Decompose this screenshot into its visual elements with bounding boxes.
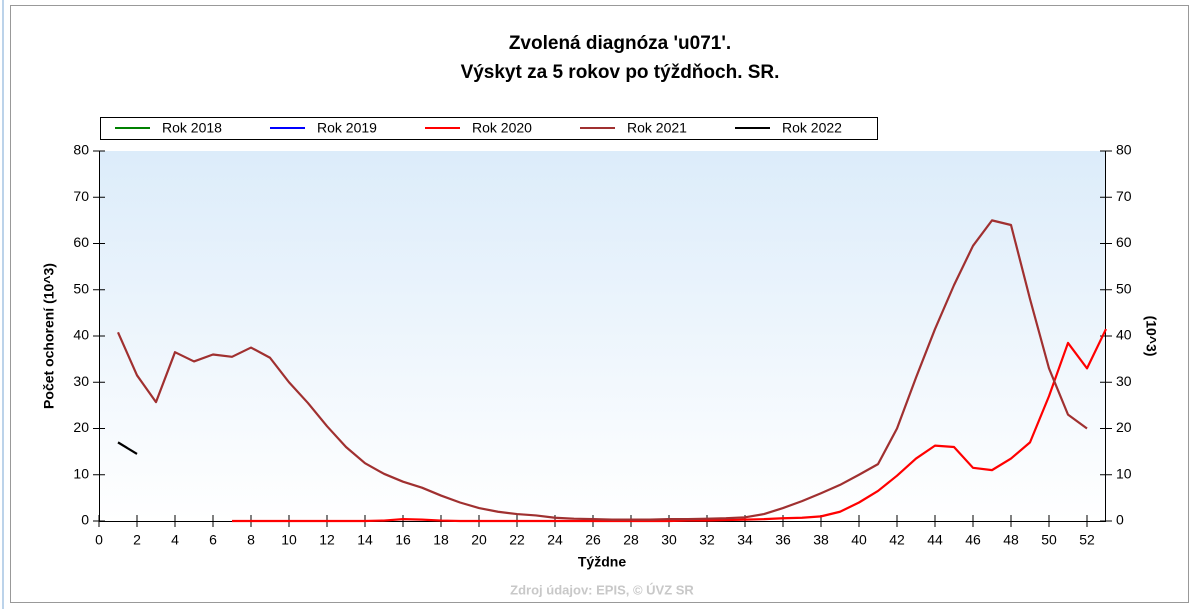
y-tick-label: 50	[73, 280, 89, 296]
x-tick-label: 6	[209, 532, 217, 548]
y-tick-label: 60	[73, 234, 89, 250]
legend-label: Rok 2019	[317, 120, 377, 136]
y2-tick-label: 0	[1116, 512, 1124, 528]
x-tick-label: 42	[889, 532, 905, 548]
x-tick-label: 34	[737, 532, 753, 548]
legend-box	[100, 117, 878, 140]
x-tick-label: 50	[1041, 532, 1057, 548]
y-tick-label: 10	[73, 465, 89, 481]
x-tick-label: 30	[661, 532, 677, 548]
x-tick-label: 0	[95, 532, 103, 548]
y2-tick-label: 80	[1116, 142, 1132, 158]
x-tick-label: 38	[813, 532, 829, 548]
x-tick-label: 26	[585, 532, 601, 548]
series-line	[117, 441, 138, 455]
y2-tick-label: 20	[1116, 419, 1132, 435]
source-note: Zdroj údajov: EPIS, © ÚVZ SR	[510, 582, 694, 597]
x-tick-label: 52	[1079, 532, 1095, 548]
y2-tick-label: 60	[1116, 234, 1132, 250]
chart-title: Zvolená diagnóza 'u071'.	[509, 33, 731, 54]
x-tick-label: 22	[509, 532, 525, 548]
x-tick-label: 16	[395, 532, 411, 548]
y-tick-label: 70	[73, 188, 89, 204]
y2-tick-label: 10	[1116, 465, 1132, 481]
x-axis-label: Týždne	[578, 554, 626, 570]
x-tick-label: 48	[1003, 532, 1019, 548]
x-tick-label: 32	[699, 532, 715, 548]
y-tick-label: 30	[73, 373, 89, 389]
y-tick-label: 20	[73, 419, 89, 435]
legend-label: Rok 2018	[162, 120, 222, 136]
y-tick-label: 0	[81, 512, 89, 528]
x-tick-label: 28	[623, 532, 639, 548]
x-tick-label: 10	[281, 532, 297, 548]
x-tick-label: 20	[471, 532, 487, 548]
y-axis-label: Počet ochorení (10^3)	[41, 263, 57, 409]
x-tick-label: 18	[433, 532, 449, 548]
y2-tick-label: 40	[1116, 327, 1132, 343]
x-tick-label: 4	[171, 532, 179, 548]
legend-label: Rok 2022	[782, 120, 842, 136]
x-tick-label: 40	[851, 532, 867, 548]
x-tick-label: 46	[965, 532, 981, 548]
series-line	[232, 328, 1107, 523]
chart-subtitle: Výskyt za 5 rokov po týždňoch. SR.	[461, 62, 780, 83]
y2-tick-label: 70	[1116, 188, 1132, 204]
y2-axis-label: (10^3)	[1143, 316, 1159, 357]
x-tick-label: 2	[133, 532, 141, 548]
y-tick-label: 80	[73, 142, 89, 158]
legend-label: Rok 2021	[627, 120, 687, 136]
series-line	[116, 219, 1088, 521]
x-tick-label: 12	[319, 532, 335, 548]
page-edge	[2, 0, 4, 609]
x-tick-label: 24	[547, 532, 563, 548]
legend-label: Rok 2020	[472, 120, 532, 136]
x-tick-label: 14	[357, 532, 373, 548]
y2-tick-label: 30	[1116, 373, 1132, 389]
y2-tick-label: 50	[1116, 280, 1132, 296]
x-tick-label: 8	[247, 532, 255, 548]
plot-area	[99, 151, 1106, 521]
y-tick-label: 40	[73, 327, 89, 343]
x-tick-label: 36	[775, 532, 791, 548]
x-tick-label: 44	[927, 532, 943, 548]
